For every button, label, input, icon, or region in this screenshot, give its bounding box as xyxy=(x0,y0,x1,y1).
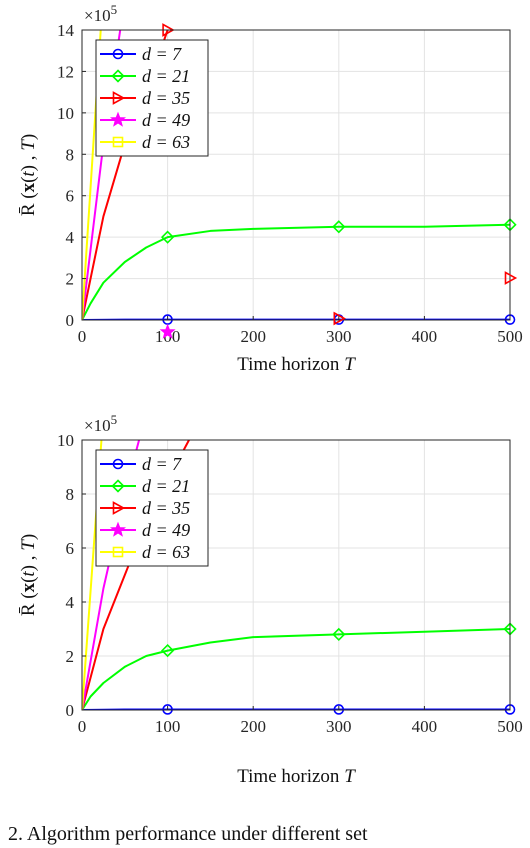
y-tick-label: 12 xyxy=(57,62,74,81)
legend-label: d = 7 xyxy=(142,454,182,474)
legend-marker xyxy=(112,48,124,60)
x-tick-label: 200 xyxy=(240,717,266,736)
y-tick-label: 10 xyxy=(57,104,74,123)
legend-marker xyxy=(110,521,126,537)
x-tick-label: 200 xyxy=(240,327,266,346)
y-tick-label: 4 xyxy=(66,228,75,247)
series-line xyxy=(82,223,510,320)
y-tick-label: 0 xyxy=(66,311,75,330)
legend-label: d = 21 xyxy=(142,476,190,496)
y-tick-label: 6 xyxy=(66,539,75,558)
x-tick-label: 400 xyxy=(412,717,438,736)
legend-marker xyxy=(112,546,124,558)
y-tick-label: 4 xyxy=(66,593,75,612)
legend-marker xyxy=(112,91,126,105)
y-tick-label: 2 xyxy=(66,647,75,666)
x-tick-label: 100 xyxy=(155,717,181,736)
series-marker xyxy=(332,220,346,234)
x-tick-label: 500 xyxy=(497,717,523,736)
legend: d = 7d = 21d = 35d = 49d = 63 xyxy=(95,39,209,157)
y-tick-label: 8 xyxy=(66,485,75,504)
legend-label: d = 35 xyxy=(142,88,190,108)
x-tick-label: 400 xyxy=(412,327,438,346)
legend-marker xyxy=(112,501,126,515)
x-tick-label: 0 xyxy=(78,327,87,346)
legend-marker xyxy=(111,69,125,83)
legend-marker xyxy=(112,458,124,470)
plot-frame xyxy=(81,29,511,321)
series-marker xyxy=(332,627,346,642)
legend-label: d = 21 xyxy=(142,66,190,86)
y-axis-label: R̄ (x(t) , T) xyxy=(18,134,39,216)
legend-label: d = 63 xyxy=(142,542,190,562)
legend-marker xyxy=(110,111,126,127)
legend-label: d = 63 xyxy=(142,132,190,152)
x-tick-label: 100 xyxy=(155,327,181,346)
series-marker xyxy=(162,704,173,715)
ticks: 0 100 200 300 400 500 0 2 4 6 8 10 12 14 xyxy=(57,21,523,346)
plot-frame xyxy=(81,439,511,711)
ticks: 0 100 200 300 400 500 0 2 4 6 8 10 xyxy=(57,431,523,736)
series-marker xyxy=(333,704,345,715)
legend-label: d = 35 xyxy=(142,498,190,518)
y-tick-label: 8 xyxy=(66,145,75,164)
legend: d = 7d = 21d = 35d = 49d = 63 xyxy=(95,449,209,567)
exponent-label: ×105 xyxy=(84,412,117,435)
series-marker xyxy=(159,323,176,339)
y-tick-label: 6 xyxy=(66,187,75,206)
x-axis-label: Time horizon T xyxy=(237,766,356,787)
series-marker xyxy=(504,271,518,285)
legend-label: d = 49 xyxy=(142,520,190,540)
y-tick-label: 14 xyxy=(57,21,75,40)
y-tick-label: 10 xyxy=(57,431,74,450)
series-marker xyxy=(333,311,346,326)
series-line xyxy=(82,628,510,710)
legend-label: d = 49 xyxy=(142,110,190,130)
legend-marker xyxy=(112,136,124,148)
y-tick-label: 0 xyxy=(66,701,75,720)
x-axis-label: Time horizon T xyxy=(237,354,356,375)
x-tick-label: 500 xyxy=(497,327,523,346)
legend-label: d = 7 xyxy=(142,44,182,64)
series-line xyxy=(82,708,510,710)
chart-top: 0 100 200 300 400 500 0 2 4 6 8 10 12 14 ×105 Time ho… xyxy=(18,2,523,375)
series-marker xyxy=(160,230,175,244)
x-tick-label: 300 xyxy=(326,327,352,346)
x-tick-label: 300 xyxy=(326,717,352,736)
y-tick-label: 2 xyxy=(66,270,75,289)
y-axis-label: R̄ (x(t) , T) xyxy=(18,534,39,616)
series-marker xyxy=(160,643,175,658)
exponent-label: ×105 xyxy=(84,2,117,25)
legend-marker xyxy=(111,479,125,493)
figure-caption: 2. Algorithm performance under different… xyxy=(8,823,368,845)
x-tick-label: 0 xyxy=(78,717,87,736)
